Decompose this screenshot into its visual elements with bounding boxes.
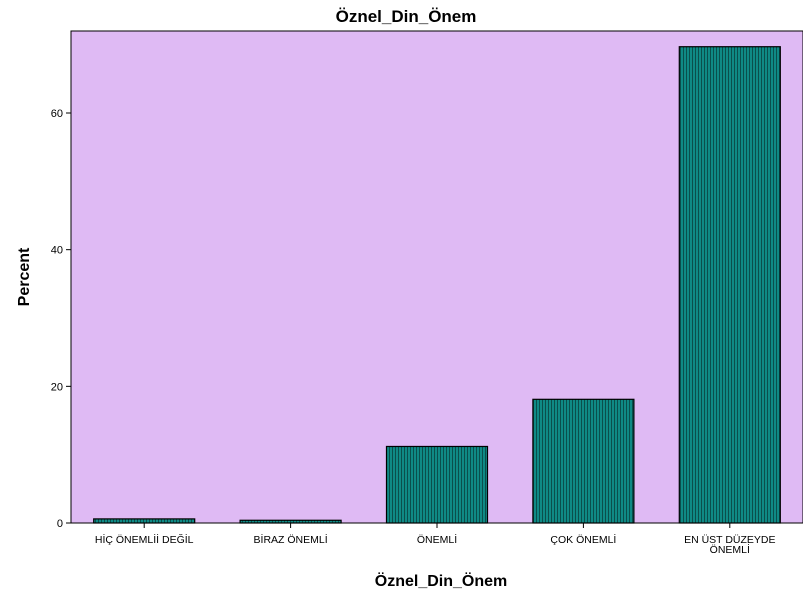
bars-group bbox=[93, 46, 781, 524]
x-tick-label: ÖNEMLİ bbox=[710, 543, 750, 556]
x-axis: HİÇ ÖNEMLİİ DEĞİL BİRAZ ÖNEMLİ ÖNEMLİ ÇOK Ö… bbox=[95, 523, 776, 556]
bar bbox=[239, 519, 342, 524]
y-axis-title: Percent bbox=[16, 247, 33, 306]
y-tick-label: 60 bbox=[51, 108, 63, 120]
x-tick-label: ÖNEMLİ bbox=[417, 533, 457, 546]
y-tick-label: 0 bbox=[57, 518, 63, 530]
chart-title: Öznel_Din_Önem bbox=[336, 7, 477, 26]
x-tick-label: BİRAZ ÖNEMLİ bbox=[254, 533, 328, 546]
x-tick-label: HİÇ ÖNEMLİİ DEĞİL bbox=[95, 533, 194, 546]
x-tick-label: EN ÜST DÜZEYDE bbox=[684, 534, 775, 546]
bar bbox=[93, 518, 196, 524]
x-tick-label: ÇOK ÖNEMLİ bbox=[550, 533, 616, 546]
bar bbox=[385, 445, 489, 524]
bar bbox=[678, 46, 781, 524]
x-axis-title: Öznel_Din_Önem bbox=[375, 571, 507, 590]
y-axis: 0 20 40 60 bbox=[51, 108, 71, 530]
y-tick-label: 20 bbox=[51, 381, 63, 393]
y-tick-label: 40 bbox=[51, 245, 63, 257]
bar bbox=[532, 398, 635, 524]
